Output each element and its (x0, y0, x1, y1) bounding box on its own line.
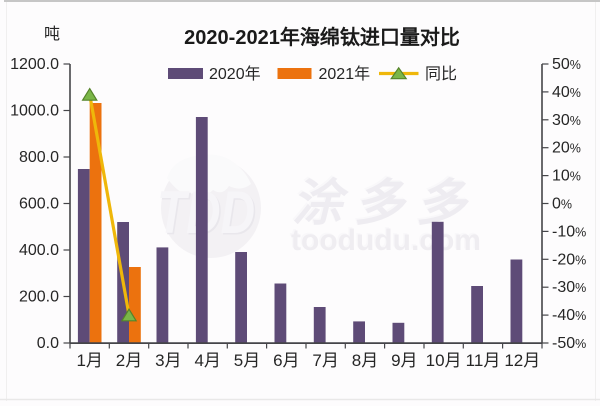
svg-text:2月: 2月 (116, 351, 142, 370)
svg-text:7月: 7月 (312, 351, 338, 370)
svg-text:-40%: -40% (552, 307, 586, 324)
svg-text:同比: 同比 (425, 65, 457, 83)
svg-text:10%: 10% (552, 168, 581, 185)
svg-text:800.0: 800.0 (19, 149, 59, 166)
svg-text:1200.0: 1200.0 (10, 56, 59, 73)
svg-text:50%: 50% (552, 56, 581, 73)
svg-text:6月: 6月 (273, 351, 299, 370)
svg-text:toodudu.com: toodudu.com (290, 223, 480, 256)
svg-text:-10%: -10% (552, 223, 586, 240)
svg-text:吨: 吨 (44, 25, 60, 43)
svg-text:toodudu.com: toodudu.com (291, 224, 481, 257)
svg-text:2020年: 2020年 (209, 65, 261, 83)
svg-text:1月: 1月 (76, 351, 102, 370)
svg-text:11月: 11月 (466, 351, 501, 370)
svg-text:30%: 30% (552, 112, 581, 129)
svg-text:0%: 0% (552, 196, 572, 213)
svg-text:10月: 10月 (426, 351, 462, 370)
svg-text:涂多多: 涂多多 (292, 175, 478, 231)
svg-text:20%: 20% (552, 140, 581, 157)
svg-text:1000.0: 1000.0 (10, 103, 59, 120)
svg-text:5月: 5月 (234, 351, 260, 370)
svg-text:4月: 4月 (194, 351, 220, 370)
svg-text:12月: 12月 (504, 351, 540, 370)
svg-text:2020-2021年海绵钛进口量对比: 2020-2021年海绵钛进口量对比 (184, 25, 460, 49)
svg-text:-20%: -20% (552, 251, 586, 268)
svg-text:2021年: 2021年 (319, 65, 371, 83)
svg-text:200.0: 200.0 (19, 289, 59, 306)
svg-text:40%: 40% (552, 84, 581, 101)
svg-text:9月: 9月 (391, 351, 417, 370)
svg-text:-50%: -50% (552, 335, 586, 352)
svg-text:400.0: 400.0 (19, 242, 59, 259)
svg-text:0.0: 0.0 (37, 335, 59, 352)
svg-text:8月: 8月 (352, 351, 378, 370)
svg-text:3月: 3月 (155, 351, 181, 370)
svg-text:-30%: -30% (552, 279, 586, 296)
svg-text:600.0: 600.0 (19, 196, 59, 213)
svg-text:涂多多: 涂多多 (291, 174, 477, 230)
